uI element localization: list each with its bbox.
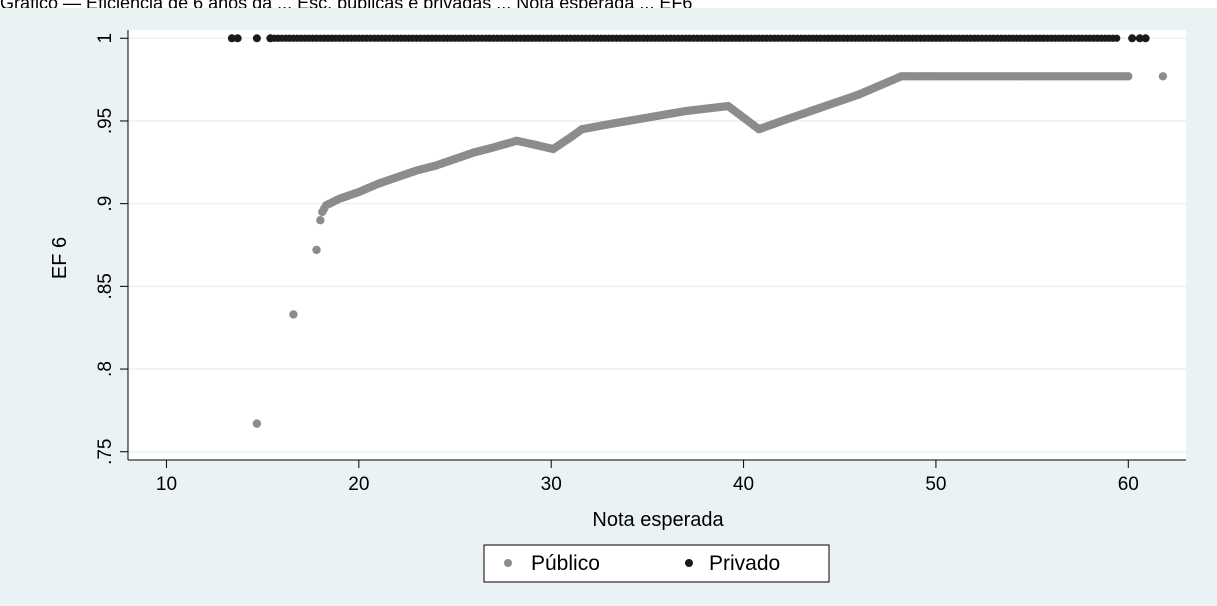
series-privado <box>227 34 1150 43</box>
legend-marker-publico <box>504 559 512 567</box>
y-tick-label: .8 <box>95 361 116 377</box>
legend-box <box>483 544 830 583</box>
legend-label-publico: Público <box>531 552 600 575</box>
scatter-chart: .75 .8 .85 .9 .95 1 10 20 30 40 50 60 Nota esperada… <box>49 30 1186 583</box>
legend-marker-privado <box>685 559 693 567</box>
data-point-privado <box>1128 34 1137 43</box>
grid-lines <box>128 37 1186 453</box>
data-point-publico <box>289 310 298 319</box>
data-point-privado <box>227 34 236 43</box>
data-point-privado <box>252 34 261 43</box>
series-publico <box>252 72 1168 428</box>
chart-frame: .75 .8 .85 .9 .95 1 10 20 30 40 50 60 Nota esperada… <box>0 8 1217 606</box>
axes <box>120 30 1186 468</box>
y-tick-label: .75 <box>95 439 116 465</box>
data-point-publico <box>1124 72 1133 81</box>
legend: Público Privado <box>483 544 830 583</box>
y-axis-label: EF 6 <box>49 237 71 279</box>
data-point-privado <box>1141 34 1150 43</box>
plot-area <box>128 30 1186 460</box>
x-tick-label: 40 <box>733 474 754 495</box>
y-tick-label: .9 <box>95 196 116 212</box>
tick-labels: .75 .8 .85 .9 .95 1 10 20 30 40 50 60 <box>95 33 1139 495</box>
data-point-publico <box>1158 72 1168 81</box>
x-tick-label: 50 <box>925 474 946 495</box>
data-series <box>227 34 1168 428</box>
y-tick-label: .85 <box>95 273 116 299</box>
data-point-privado <box>233 34 242 43</box>
legend-label-privado: Privado <box>709 552 780 575</box>
data-point-privado <box>1113 34 1121 42</box>
x-tick-label: 10 <box>156 474 177 495</box>
x-tick-label: 20 <box>348 474 369 495</box>
x-axis-label: Nota esperada <box>592 509 724 531</box>
data-point-publico <box>312 245 321 255</box>
data-point-publico <box>316 215 325 225</box>
data-point-privado <box>1135 34 1144 43</box>
data-point-publico <box>252 419 262 428</box>
y-tick-label: .95 <box>95 108 116 134</box>
y-tick-label: 1 <box>95 33 116 44</box>
x-tick-label: 60 <box>1118 474 1139 495</box>
x-tick-label: 30 <box>541 474 562 495</box>
